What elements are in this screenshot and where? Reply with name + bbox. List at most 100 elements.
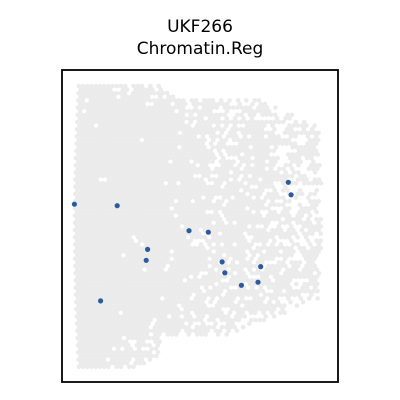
background-cell	[115, 84, 120, 89]
background-cell	[244, 98, 249, 103]
background-cell	[283, 235, 288, 240]
background-cell	[267, 285, 272, 290]
background-cell	[89, 365, 94, 370]
highlighted-cell-point	[222, 270, 227, 275]
background-cell	[127, 365, 132, 370]
background-cell	[294, 181, 299, 186]
highlighted-cell-point	[145, 247, 150, 252]
background-cell	[227, 152, 232, 157]
highlighted-cell-point	[220, 259, 225, 264]
background-cell	[319, 181, 324, 186]
background-cell	[106, 365, 111, 370]
highlighted-cell-point	[239, 283, 244, 288]
background-cell	[302, 181, 307, 186]
background-cell	[208, 300, 213, 305]
background-cell	[93, 365, 98, 370]
background-cell	[306, 181, 311, 186]
background-cell	[81, 365, 86, 370]
background-cell	[307, 167, 312, 172]
background-cell	[272, 149, 277, 154]
background-cell	[296, 123, 301, 128]
background-cell	[201, 267, 206, 272]
background-cell	[224, 332, 229, 337]
background-cell	[98, 365, 103, 370]
background-cell	[262, 206, 267, 211]
background-cell	[195, 235, 200, 240]
background-cell	[247, 321, 252, 326]
background-cell	[307, 296, 312, 301]
background-cell	[102, 365, 107, 370]
background-cell	[231, 152, 236, 157]
background-cell	[137, 361, 142, 366]
background-cell	[289, 253, 294, 258]
background-cell	[315, 152, 320, 157]
background-cell	[315, 181, 320, 186]
background-cell	[266, 185, 271, 190]
highlighted-cell-point	[289, 192, 294, 197]
background-cell	[195, 170, 200, 175]
background-cell	[266, 257, 271, 262]
background-cell	[312, 192, 317, 197]
background-cell	[315, 296, 320, 301]
background-cell	[241, 325, 246, 330]
background-cell	[303, 289, 308, 294]
background-cell	[147, 336, 152, 341]
background-cell	[216, 332, 221, 337]
background-cell	[314, 210, 319, 215]
background-cell	[313, 170, 318, 175]
background-cell	[295, 221, 300, 226]
background-cell	[272, 203, 277, 208]
background-cell	[131, 365, 136, 370]
background-cell	[290, 174, 295, 179]
background-cell	[292, 293, 297, 298]
background-cell	[291, 145, 296, 150]
background-cell	[236, 318, 241, 323]
background-cell	[264, 113, 269, 118]
background-cell	[148, 98, 153, 103]
background-cell	[243, 314, 248, 319]
background-cell	[207, 318, 212, 323]
background-cell	[252, 181, 257, 186]
highlighted-cell-point	[286, 180, 291, 185]
background-cell	[269, 113, 274, 118]
background-cell	[295, 303, 300, 308]
background-cell	[278, 311, 283, 316]
background-cell	[249, 311, 254, 316]
background-cell	[287, 116, 292, 121]
background-cell	[273, 105, 278, 110]
background-cell	[287, 199, 292, 204]
background-cell	[194, 318, 199, 323]
background-cell	[174, 332, 179, 337]
background-cell	[257, 318, 262, 323]
background-cell	[258, 221, 263, 226]
background-cell	[195, 332, 200, 337]
background-cell	[294, 275, 299, 280]
background-cell	[305, 156, 310, 161]
background-cell	[208, 177, 213, 182]
background-cell	[270, 257, 275, 262]
background-cell	[199, 332, 204, 337]
background-cell	[253, 318, 258, 323]
background-cell	[284, 141, 289, 146]
background-cell	[293, 195, 298, 200]
background-cell	[166, 332, 171, 337]
background-cell	[231, 282, 236, 287]
chart-title: UKF266	[167, 17, 233, 37]
background-cell	[283, 221, 288, 226]
background-cell	[246, 293, 251, 298]
background-cell	[154, 354, 159, 359]
background-cell	[300, 192, 305, 197]
background-cell	[130, 336, 135, 341]
background-cell	[152, 91, 157, 96]
background-cell	[301, 300, 306, 305]
background-cell	[294, 282, 299, 287]
background-cell	[255, 239, 260, 244]
background-cell	[310, 231, 315, 236]
background-cell	[142, 361, 147, 366]
highlighted-cell-point	[206, 230, 211, 235]
background-cell	[239, 120, 244, 125]
background-cell	[280, 141, 285, 146]
background-cell	[296, 163, 301, 168]
highlighted-cell-point	[98, 298, 103, 303]
